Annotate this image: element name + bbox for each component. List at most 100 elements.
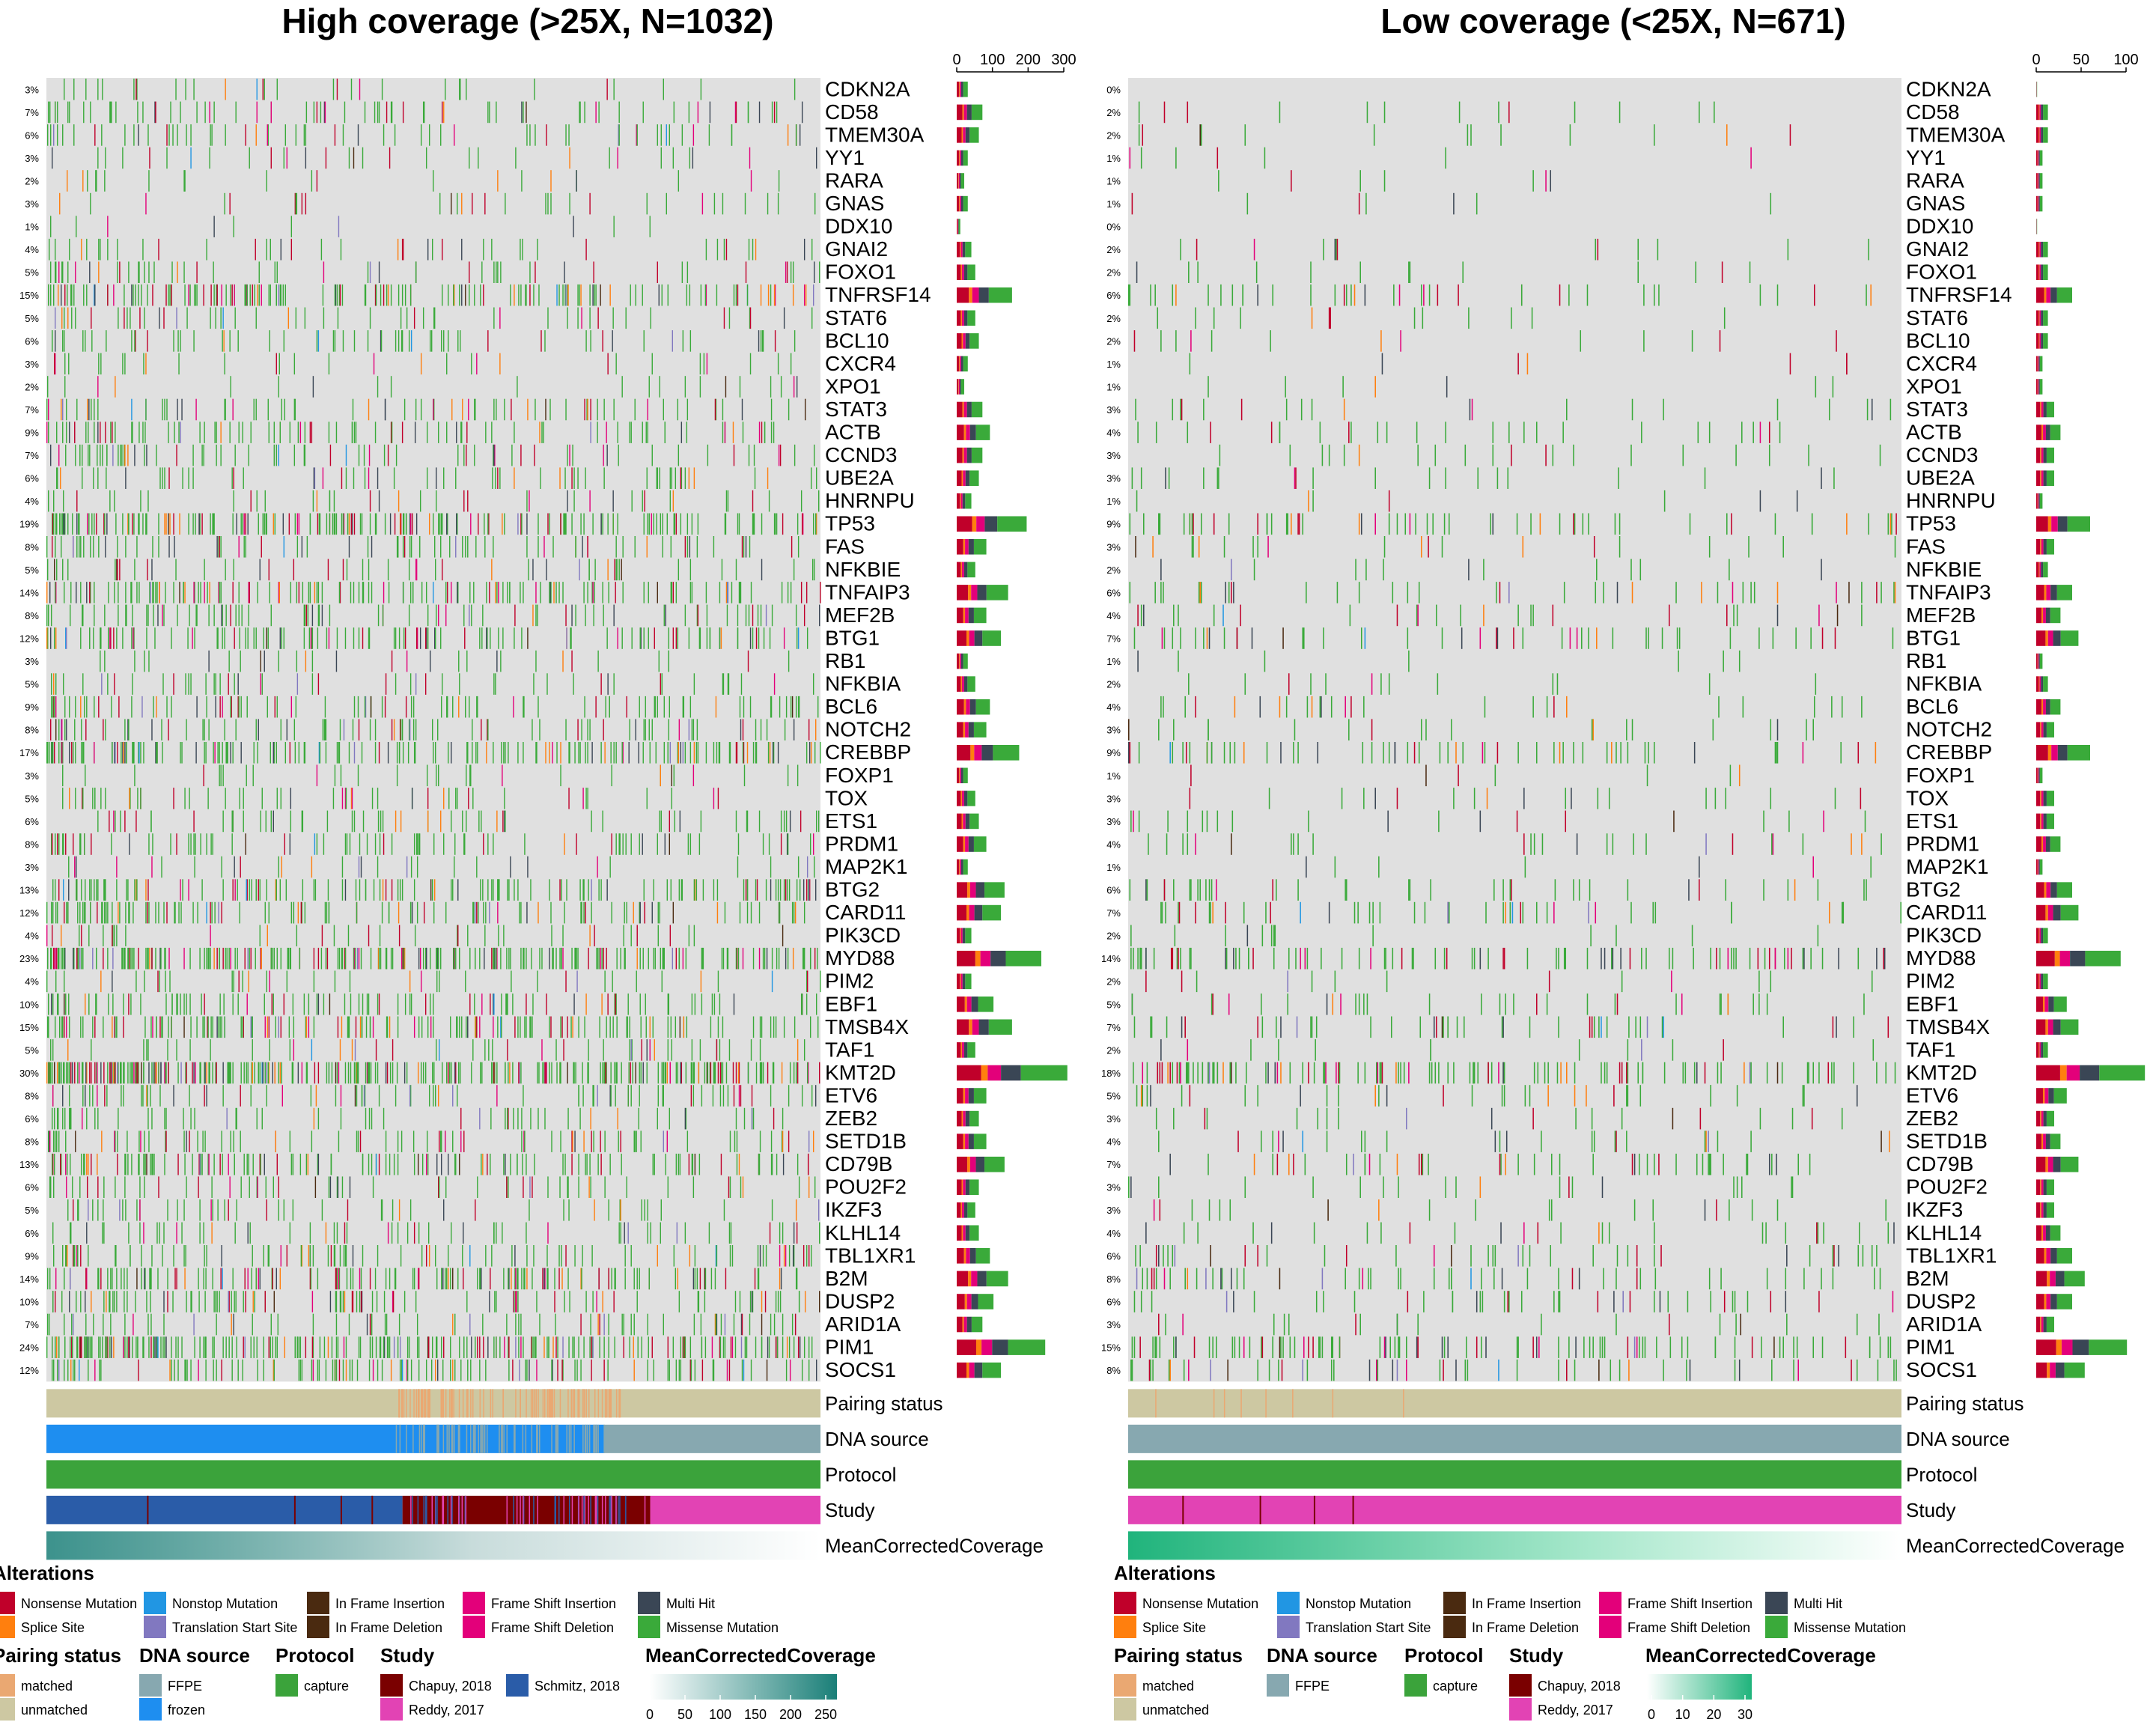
heatmap-cell — [657, 582, 658, 603]
heatmap-cell — [57, 1107, 58, 1130]
heatmap-cell — [590, 398, 591, 421]
heatmap-cell — [664, 1062, 666, 1084]
heatmap-cell — [374, 833, 377, 855]
heatmap-cell — [463, 1336, 465, 1358]
heatmap-cell — [94, 124, 96, 146]
heatmap-cell — [90, 101, 91, 124]
count-bar-segment — [965, 127, 970, 143]
heatmap-cell — [255, 124, 257, 146]
heatmap-cell — [393, 1336, 395, 1358]
heatmap-cell — [589, 284, 591, 306]
heatmap-cell — [683, 1016, 685, 1038]
heatmap-cell — [524, 1016, 526, 1038]
heatmap-cell — [222, 1085, 224, 1107]
heatmap-cell — [412, 582, 414, 603]
heatmap-cell — [335, 422, 338, 443]
heatmap-cell — [333, 490, 335, 512]
heatmap-cell — [85, 1268, 87, 1290]
heatmap-cell — [159, 947, 161, 970]
heatmap-cell — [101, 1131, 103, 1152]
heatmap-cell — [272, 1268, 273, 1290]
heatmap-cell — [142, 513, 144, 535]
heatmap-cell — [768, 833, 770, 855]
heatmap-cell — [588, 1176, 590, 1198]
heatmap-cell — [124, 124, 126, 146]
heatmap-cell — [73, 947, 75, 970]
heatmap-cell — [311, 1336, 314, 1358]
heatmap-cell — [55, 970, 57, 993]
heatmap-cell — [332, 513, 334, 535]
heatmap-cell — [783, 307, 785, 329]
heatmap-cell — [188, 513, 189, 535]
heatmap-cell — [510, 1153, 511, 1175]
heatmap-cell — [136, 1062, 138, 1084]
heatmap-cell — [392, 1199, 394, 1221]
heatmap-cell — [378, 490, 380, 512]
heatmap-cell — [272, 1176, 274, 1198]
heatmap-cell — [489, 101, 490, 124]
heatmap-cell — [240, 1176, 242, 1198]
heatmap-cell — [140, 742, 141, 764]
heatmap-cell — [529, 1016, 531, 1038]
heatmap-cell — [235, 719, 237, 740]
heatmap-cell — [184, 1153, 186, 1175]
heatmap-cell — [78, 513, 79, 535]
heatmap-cell — [109, 1336, 111, 1358]
heatmap-cell — [623, 925, 624, 946]
heatmap-cell — [184, 582, 186, 603]
heatmap-cell — [284, 1336, 286, 1358]
heatmap-cell — [114, 673, 115, 695]
heatmap-cell — [119, 901, 121, 924]
heatmap-cell — [365, 879, 367, 901]
heatmap-cell — [529, 284, 531, 306]
heatmap-cell — [363, 1085, 365, 1107]
heatmap-cell — [386, 1016, 389, 1038]
heatmap-cell — [610, 1085, 612, 1107]
heatmap-cell — [54, 947, 55, 970]
heatmap-cell — [401, 284, 404, 306]
heatmap-cell — [401, 719, 404, 740]
heatmap-cell — [113, 284, 115, 306]
heatmap-cell — [161, 719, 162, 740]
heatmap-cell — [404, 284, 406, 306]
heatmap-cell — [264, 79, 265, 100]
heatmap-cell — [193, 582, 195, 603]
heatmap-cell — [669, 810, 671, 833]
heatmap-cell — [224, 398, 225, 421]
heatmap-cell — [129, 947, 130, 970]
heatmap-cell — [801, 513, 803, 535]
heatmap-cell — [134, 764, 135, 787]
heatmap-cell — [276, 947, 278, 970]
heatmap-cell — [636, 925, 638, 946]
heatmap-cell — [534, 79, 535, 100]
heatmap-cell — [332, 788, 335, 809]
heatmap-cell — [602, 1062, 603, 1084]
heatmap-cell — [756, 879, 758, 901]
heatmap-cell — [55, 719, 57, 740]
heatmap-cell — [368, 627, 371, 649]
heatmap-cell — [103, 1291, 105, 1312]
heatmap-cell — [643, 627, 645, 649]
heatmap-cell — [684, 742, 686, 764]
heatmap-cell — [547, 307, 549, 329]
heatmap-cell — [803, 604, 806, 627]
heatmap-cell — [134, 330, 135, 352]
heatmap-cell — [101, 901, 103, 924]
heatmap-cell — [779, 1245, 781, 1267]
heatmap-cell — [613, 673, 615, 695]
heatmap-cell — [572, 1131, 573, 1152]
heatmap-cell — [794, 79, 796, 100]
heatmap-cell — [86, 1336, 88, 1358]
heatmap-cell — [314, 1062, 316, 1084]
heatmap-cell — [168, 947, 170, 970]
heatmap-cell — [207, 788, 209, 809]
heatmap-cell — [743, 1107, 746, 1130]
heatmap-cell — [440, 124, 442, 146]
heatmap-cell — [535, 650, 537, 672]
heatmap-cell — [695, 742, 698, 764]
heatmap-cell — [81, 238, 82, 261]
heatmap-cell — [100, 1359, 102, 1381]
heatmap-cell — [179, 582, 180, 603]
heatmap-cell — [323, 261, 325, 283]
